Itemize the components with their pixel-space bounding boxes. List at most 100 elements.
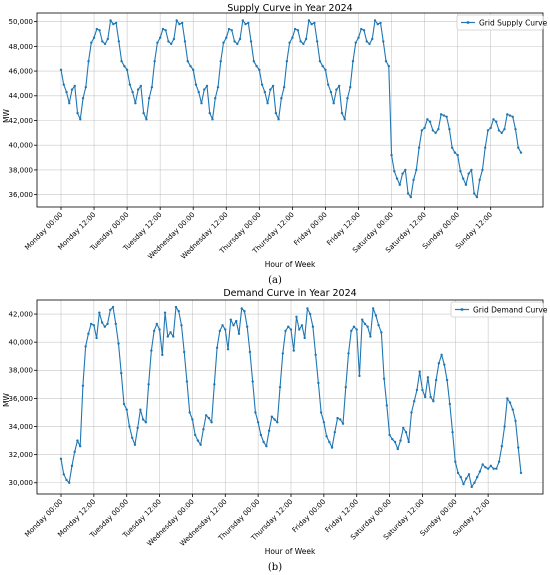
supply-data-point — [486, 129, 490, 132]
supply-data-point — [70, 88, 74, 91]
supply-data-point — [412, 178, 415, 182]
supply-data-point — [420, 129, 424, 132]
supply-data-point — [233, 40, 236, 43]
demand-data-point — [404, 430, 408, 434]
supply-data-point — [362, 29, 366, 32]
supply-data-point — [508, 114, 512, 117]
demand-data-point — [70, 464, 74, 468]
supply-data-point — [343, 118, 346, 121]
demand-data-point — [314, 353, 317, 357]
demand-data-point — [434, 378, 438, 382]
demand-data-point — [193, 433, 197, 437]
supply-y-tick-label: 46,000 — [9, 67, 34, 75]
supply-data-point — [255, 64, 258, 68]
demand-x-tick-label: Friday 00:00 — [291, 498, 328, 535]
supply-data-point — [84, 85, 87, 89]
demand-data-point — [117, 342, 120, 345]
supply-data-point — [98, 29, 101, 32]
supply-data-point — [161, 27, 165, 31]
supply-data-point — [368, 42, 371, 46]
supply-data-point — [426, 118, 429, 121]
supply-data-point — [291, 36, 294, 39]
supply-data-point — [117, 40, 121, 43]
supply-data-point — [145, 118, 148, 121]
supply-data-point — [274, 111, 278, 115]
demand-data-point — [196, 439, 200, 442]
supply-data-point — [340, 111, 344, 115]
demand-data-point — [470, 485, 473, 489]
demand-data-point — [95, 336, 98, 340]
demand-data-point — [163, 311, 167, 314]
supply-data-point — [258, 68, 261, 72]
demand-data-point — [169, 331, 172, 334]
supply-data-point — [158, 36, 162, 39]
supply-data-point — [318, 59, 322, 63]
supply-chart: Supply Curve in Year 2024 MW Hour of Wee… — [2, 3, 548, 286]
demand-data-point — [298, 328, 301, 331]
demand-data-point — [459, 475, 462, 479]
demand-data-point — [251, 380, 254, 383]
supply-data-point — [109, 19, 112, 22]
demand-data-point — [166, 335, 169, 338]
demand-data-point — [344, 385, 347, 389]
supply-data-point — [62, 83, 65, 86]
demand-data-point — [503, 425, 506, 428]
supply-y-tick-label: 40,000 — [9, 142, 34, 150]
demand-data-point — [300, 324, 304, 327]
demand-data-point — [492, 467, 495, 470]
supply-data-point — [439, 113, 443, 116]
demand-data-point — [445, 378, 449, 382]
demand-data-point — [188, 411, 191, 414]
demand-data-point — [358, 374, 361, 378]
demand-data-point — [210, 421, 213, 424]
supply-data-point — [321, 64, 324, 68]
demand-data-point — [410, 411, 413, 414]
supply-y-axis-label: MW — [2, 108, 11, 122]
supply-data-point — [450, 146, 454, 149]
supply-data-point — [90, 41, 93, 44]
supply-data-point — [404, 168, 407, 172]
demand-data-point — [402, 426, 405, 430]
demand-data-point — [374, 314, 378, 317]
demand-data-point — [489, 464, 493, 468]
demand-data-point — [62, 473, 65, 476]
supply-data-point — [472, 192, 476, 195]
demand-legend-label: Grid Demand Curve — [473, 305, 548, 314]
demand-data-point — [84, 345, 87, 348]
supply-data-point — [299, 40, 302, 43]
supply-data-point — [503, 127, 506, 131]
demand-data-point — [454, 460, 457, 463]
demand-data-point — [295, 315, 298, 319]
supply-data-point — [434, 131, 437, 135]
demand-data-point — [226, 348, 230, 351]
demand-data-point — [144, 421, 148, 424]
supply-data-point — [114, 21, 118, 25]
demand-data-point — [98, 311, 101, 314]
supply-data-point — [194, 83, 198, 86]
demand-data-point — [155, 322, 159, 326]
supply-data-point — [478, 178, 481, 182]
supply-data-point — [249, 40, 253, 43]
demand-data-point — [432, 400, 435, 403]
supply-x-axis-label: Hour of Week — [265, 260, 316, 269]
supply-data-point — [401, 172, 404, 175]
supply-data-point — [178, 22, 181, 26]
demand-data-point — [133, 443, 137, 446]
demand-data-point — [437, 362, 441, 365]
supply-data-point — [338, 84, 341, 88]
demand-data-point — [248, 350, 252, 354]
supply-data-point — [357, 36, 360, 39]
demand-data-point — [141, 418, 145, 421]
demand-data-point — [380, 331, 383, 334]
demand-y-tick-label: 36,000 — [9, 395, 34, 403]
supply-series-line — [60, 19, 522, 198]
demand-data-point — [393, 440, 397, 444]
supply-data-point — [307, 19, 311, 22]
demand-data-point — [152, 329, 156, 333]
supply-data-point — [506, 113, 509, 116]
supply-data-point — [373, 19, 377, 22]
supply-data-point — [219, 59, 222, 63]
demand-data-point — [221, 324, 224, 327]
supply-data-point — [175, 19, 178, 22]
supply-data-point — [360, 27, 363, 31]
